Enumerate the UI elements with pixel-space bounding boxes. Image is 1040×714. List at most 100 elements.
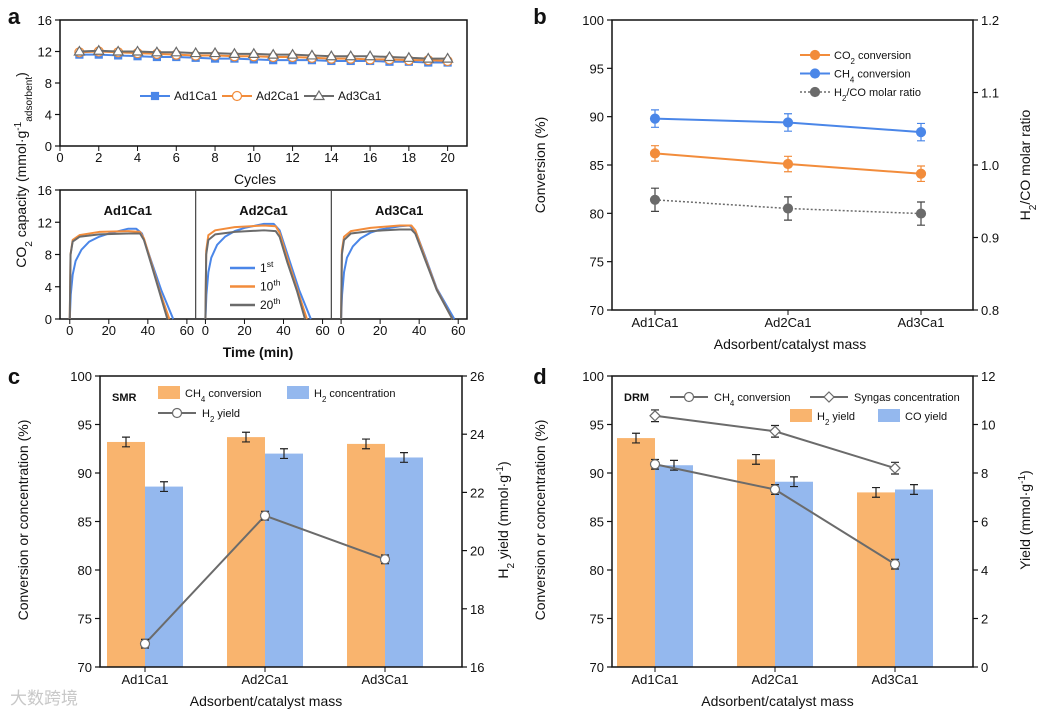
b-x-tick-label: Ad2Ca1 <box>765 315 812 330</box>
label-part: CH <box>834 69 850 81</box>
data-point <box>379 554 391 565</box>
legend-label: 10th <box>260 278 281 294</box>
a-ylabel: CO2 capacity (mmol·g-1adsorbent) <box>13 72 35 268</box>
label-part: 2 <box>851 57 855 66</box>
bar-H <box>385 457 423 667</box>
c-y-left-tick-label: 100 <box>70 369 92 384</box>
label-part: 2 <box>842 94 846 103</box>
a-top-x-tick-label: 0 <box>56 150 63 165</box>
data-point-Ad3Ca1 <box>305 49 319 60</box>
label-part: 2 <box>825 418 829 427</box>
legend-label: H2 yield <box>202 408 240 424</box>
label-part: /CO molar ratio <box>1017 109 1033 204</box>
legend-label: Ad2Ca1 <box>256 89 300 103</box>
bar-CO yield <box>775 481 813 667</box>
label-part: H <box>1017 210 1033 220</box>
label-part: H <box>314 388 322 400</box>
a-bottom-x-tick-label: 40 <box>412 323 426 338</box>
data-point-Ad3Ca1 <box>208 46 222 58</box>
c-y-left-tick-label: 95 <box>78 418 92 433</box>
label-part: ) <box>495 461 511 466</box>
legend-label: H2 concentration <box>314 388 395 404</box>
data-point <box>649 194 661 205</box>
error-bar <box>122 436 130 448</box>
data-point-Ad3Ca1 <box>247 47 260 58</box>
data-point <box>649 113 661 124</box>
a-top-x-tick-label: 2 <box>95 150 102 165</box>
bar-CH <box>227 437 265 667</box>
a-bottom-y-tick-label: 12 <box>38 215 52 230</box>
b-y-left-tick-label: 85 <box>590 158 604 173</box>
d-y-right-tick-label: 0 <box>981 660 988 675</box>
legend-label: Ad1Ca1 <box>174 89 218 103</box>
bar-H <box>857 492 895 667</box>
a-bottom-x-tick-label: 40 <box>141 323 155 338</box>
data-point <box>782 158 794 170</box>
b-y-right-tick-label: 1.1 <box>981 86 999 101</box>
legend-marker <box>231 90 243 102</box>
legend-label: CO yield <box>905 411 947 423</box>
label-part: Yield (mmol·g <box>1017 484 1033 570</box>
data-point <box>782 203 794 214</box>
label-part: /CO molar ratio <box>846 87 921 99</box>
a-top-y-tick-label: 4 <box>45 108 52 123</box>
c-xlabel: Adsorbent/catalyst mass <box>190 693 343 709</box>
a-bottom-xlabel: Time (min) <box>223 344 294 360</box>
label-part: 10 <box>260 280 274 294</box>
legend-label: 1st <box>260 259 274 275</box>
legend-label: CH4 conversion <box>834 69 911 85</box>
d-ylabel: Conversion or concentration (%) <box>532 420 548 621</box>
d-y-right-tick-label: 12 <box>981 369 995 384</box>
data-point-Ad3Ca1 <box>170 46 183 57</box>
c-x-tick-label: Ad1Ca1 <box>122 672 169 687</box>
label-part: 2 <box>322 395 326 404</box>
label-part: conversion <box>854 69 910 81</box>
label-part: 1 <box>260 261 267 275</box>
legend-marker <box>809 68 821 79</box>
d-y-right-tick-label: 8 <box>981 466 988 481</box>
error-bar <box>280 448 288 460</box>
label-part: ) <box>1017 470 1033 475</box>
label-part: -1 <box>495 466 506 475</box>
data-point-Ad3Ca1 <box>325 50 338 61</box>
data-point <box>769 425 781 438</box>
error-bar <box>632 432 640 444</box>
label-part: yield <box>214 408 240 420</box>
label-part: 2 <box>506 563 517 569</box>
label-part: 4 <box>850 75 855 84</box>
data-point-Ad3Ca1 <box>441 52 454 63</box>
curve-Ad1Ca1-0 <box>68 227 175 320</box>
panel-label-c: c <box>8 364 20 389</box>
a-bottom-x-tick-label: 0 <box>202 323 209 338</box>
d-x-tick-label: Ad3Ca1 <box>872 672 919 687</box>
legend-marker <box>150 91 160 101</box>
c-y-left-tick-label: 80 <box>78 563 92 578</box>
data-point <box>915 127 927 138</box>
b-x-tick-label: Ad3Ca1 <box>898 315 945 330</box>
bar-CH <box>107 441 145 667</box>
annotation-SMR: SMR <box>112 392 137 404</box>
b-y-left-tick-label: 90 <box>590 110 604 125</box>
c-y-left-tick-label: 75 <box>78 612 92 627</box>
a-bottom-y-tick-label: 8 <box>45 248 52 263</box>
a-top-y-tick-label: 8 <box>45 76 52 91</box>
label-part: 20 <box>260 298 274 312</box>
legend-marker <box>823 391 835 403</box>
data-point <box>915 208 927 219</box>
panel-label-d: d <box>533 364 546 389</box>
d-y-left-tick-label: 75 <box>590 612 604 627</box>
a-top-x-tick-label: 16 <box>363 150 377 165</box>
data-point-Ad3Ca1 <box>228 47 241 58</box>
c-y-right-tick-label: 16 <box>470 660 484 675</box>
a-bottom-y-tick-label: 0 <box>45 312 52 327</box>
c-y-left-tick-label: 90 <box>78 466 92 481</box>
label-part: H <box>817 411 825 423</box>
a-bottom-x-tick-label: 60 <box>315 323 329 338</box>
label-part: Syngas concentration <box>854 392 960 404</box>
error-bar <box>362 438 370 450</box>
legend-label: CH4 conversion <box>185 388 262 404</box>
label-part: -1 <box>1017 475 1028 484</box>
label-part: conversion <box>734 392 790 404</box>
legend-swatch <box>878 409 900 422</box>
a-bottom-x-tick-label: 20 <box>102 323 116 338</box>
